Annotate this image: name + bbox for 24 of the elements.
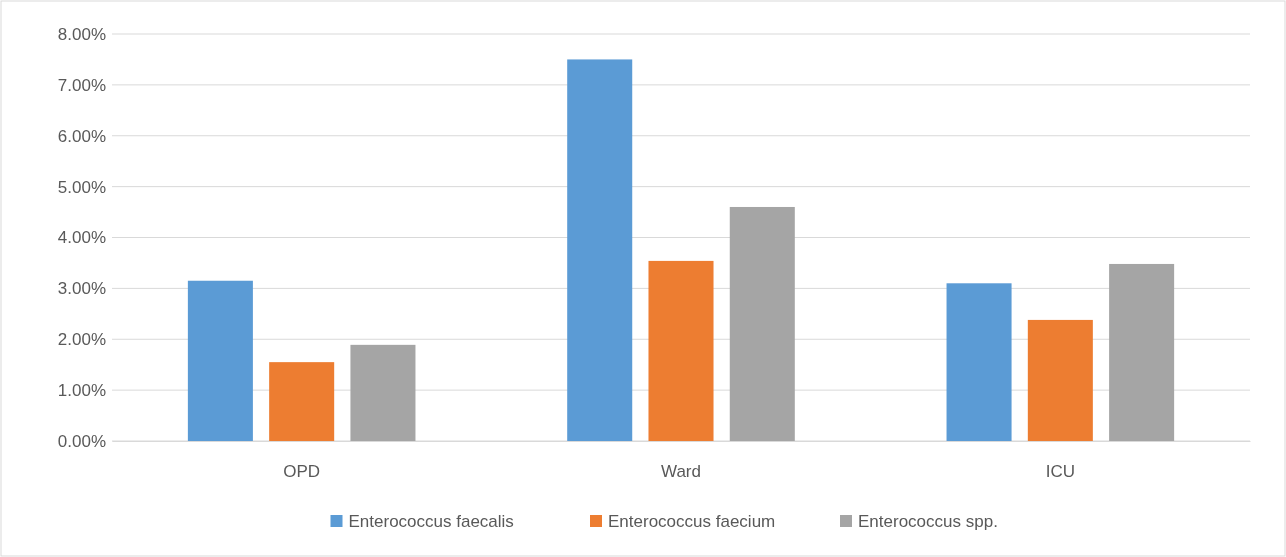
bar [567,59,633,441]
bar [648,260,714,441]
bar [187,280,253,441]
bar [946,283,1012,441]
bar [1109,263,1175,441]
y-tick-label: 5.00% [57,177,106,197]
legend-label: Enterococcus spp. [858,511,998,531]
bar [729,206,795,441]
y-tick-label: 2.00% [57,330,106,350]
x-tick-label: OPD [283,462,321,482]
legend-label: Enterococcus faecalis [348,511,514,531]
y-tick-label: 3.00% [57,279,106,299]
legend-label: Enterococcus faecium [608,511,776,531]
bar [350,344,416,441]
y-tick-label: 4.00% [57,228,106,248]
y-tick-label: 0.00% [57,431,106,451]
y-tick-label: 7.00% [57,75,106,95]
bar [1027,319,1093,441]
x-tick-label: ICU [1045,462,1075,482]
y-tick-label: 6.00% [57,126,106,146]
bar [269,362,335,441]
x-tick-label: Ward [661,462,701,482]
y-tick-label: 1.00% [57,381,106,401]
y-tick-label: 8.00% [57,24,106,44]
